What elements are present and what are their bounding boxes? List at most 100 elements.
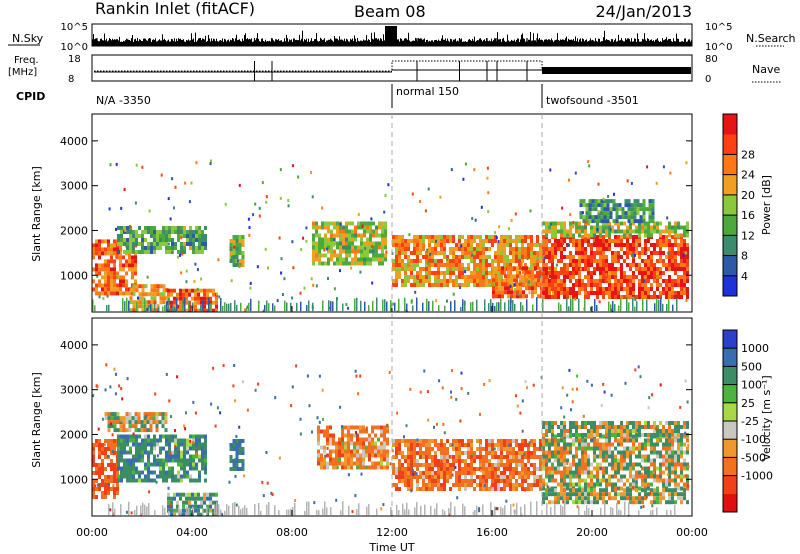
scatter-cell (510, 294, 513, 299)
scatter-cell (591, 199, 595, 204)
ground-band (106, 305, 108, 312)
scatter-cell (113, 471, 116, 475)
scatter-cell (597, 219, 601, 224)
scatter-cell (159, 466, 162, 471)
scatter-cell (353, 449, 356, 454)
scatter-cell (653, 421, 656, 425)
scatter-cell (152, 416, 156, 421)
scatter-cell (548, 421, 551, 425)
scatter-cell (557, 271, 560, 275)
scatter-cell (656, 287, 659, 291)
scatter-cell (150, 246, 153, 250)
scatter-cell (135, 234, 138, 238)
scatter-cell (680, 255, 683, 259)
scatter-cell (521, 259, 524, 263)
scatter-cell (665, 287, 668, 291)
ground-band (444, 305, 446, 312)
scatter-point (607, 195, 610, 198)
scatter-cell (315, 241, 318, 246)
scatter-cell (183, 470, 186, 475)
scatter-cell (113, 467, 116, 471)
scatter-cell (656, 450, 659, 455)
scatter-cell (117, 446, 120, 451)
scatter-cell (476, 455, 479, 459)
scatter-point (326, 247, 328, 251)
scatter-cell (327, 241, 330, 246)
scatter-cell (605, 429, 608, 433)
scatter-cell (327, 221, 330, 226)
scatter-cell (158, 420, 162, 425)
scatter-cell (506, 255, 509, 259)
scatter-cell (641, 458, 644, 463)
scatter-cell (551, 466, 554, 471)
scatter-cell (512, 447, 515, 451)
scatter-cell (611, 433, 614, 437)
scatter-cell (467, 455, 470, 459)
scatter-cell (147, 438, 150, 443)
scatter-cell (174, 242, 177, 246)
scatter-cell (440, 447, 443, 451)
scatter-cell (398, 479, 401, 483)
scatter-point (292, 266, 295, 270)
scatter-cell (602, 425, 605, 429)
scatter-cell (98, 239, 101, 244)
scatter-cell (167, 504, 170, 509)
scatter-cell (623, 251, 626, 255)
scatter-cell (428, 447, 431, 451)
scatter-cell (560, 271, 563, 275)
scatter-cell (674, 500, 677, 505)
scatter-cell (339, 249, 342, 254)
scatter-cell (609, 199, 613, 204)
scatter-cell (182, 292, 185, 297)
scatter-cell (671, 496, 674, 501)
scatter-cell (671, 466, 674, 471)
scatter-cell (519, 274, 522, 279)
ground-band (250, 298, 252, 312)
scatter-cell (578, 291, 581, 295)
scatter-point (584, 220, 587, 224)
scatter-cell (479, 483, 482, 487)
scatter-cell (617, 251, 620, 255)
scatter-cell (551, 474, 554, 479)
scatter-cell (422, 439, 425, 443)
scatter-cell (198, 474, 201, 479)
scatter-point (300, 248, 303, 251)
scatter-cell (641, 496, 644, 501)
scatter-cell (611, 291, 614, 295)
scatter-cell (623, 462, 626, 467)
scatter-cell (671, 454, 674, 459)
scatter-cell (470, 271, 473, 275)
scatter-cell (354, 257, 357, 262)
scatter-cell (536, 475, 539, 479)
scatter-cell (584, 267, 587, 271)
scatter-cell (410, 483, 413, 487)
scatter-cell (92, 247, 95, 252)
scatter-cell (596, 470, 599, 475)
scatter-cell (171, 454, 174, 459)
scatter-cell (611, 225, 614, 230)
scatter-cell (452, 263, 455, 267)
scatter-cell (132, 458, 135, 463)
scatter-cell (566, 255, 569, 259)
scatter-cell (116, 420, 120, 425)
scatter-cell (159, 470, 162, 475)
scatter-cell (548, 492, 551, 497)
scatter-cell (180, 246, 183, 250)
freq-panel: Freq. [MHz] 18 8 80 0 Nave (8, 54, 782, 85)
scatter-cell (384, 237, 387, 242)
scatter-cell (461, 275, 464, 279)
scatter-cell (611, 474, 614, 479)
scatter-cell (141, 284, 145, 289)
scatter-cell (497, 243, 500, 247)
scatter-cell (116, 412, 120, 417)
scatter-cell (174, 226, 177, 230)
scatter-cell (662, 492, 665, 497)
scatter-point (95, 384, 98, 388)
scatter-cell (186, 470, 189, 475)
ground-band (498, 302, 500, 312)
scatter-cell (584, 295, 587, 299)
scatter-cell (671, 488, 674, 493)
scatter-cell (638, 287, 641, 291)
scatter-cell (521, 475, 524, 479)
scatter-cell (602, 271, 605, 275)
